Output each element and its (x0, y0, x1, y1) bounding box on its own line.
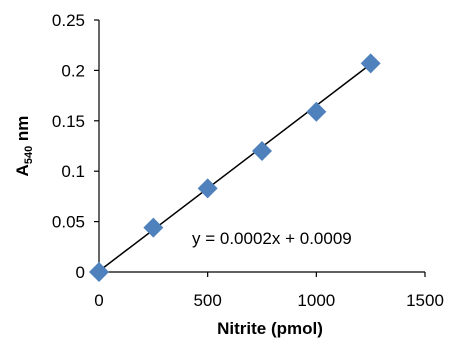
y-tick-label: 0 (76, 263, 85, 282)
y-axis-title-subscript: 540 (23, 146, 35, 164)
x-axis-title: Nitrite (pmol) (217, 319, 323, 338)
y-tick-label: 0.25 (52, 11, 85, 30)
svg-text:A540 nm: A540 nm (13, 116, 35, 177)
data-point-marker (143, 217, 164, 238)
x-tick-label: 1000 (297, 291, 335, 310)
trendline (98, 63, 372, 272)
y-axis-title: A540 nm (13, 116, 35, 177)
trendline-equation: y = 0.0002x + 0.0009 (192, 229, 352, 248)
y-tick-label: 0.15 (52, 112, 85, 131)
x-tick-label: 1500 (406, 291, 444, 310)
data-point-marker (360, 53, 381, 74)
data-point-marker (252, 141, 272, 162)
x-tick-label: 0 (94, 291, 103, 310)
y-tick-label: 0.05 (52, 213, 85, 232)
y-tick-label: 0.2 (61, 61, 85, 80)
y-axis-title-unit: nm (13, 116, 32, 146)
data-point-marker (197, 178, 218, 199)
y-axis-title-main: A (13, 164, 32, 176)
data-point-marker (306, 101, 327, 122)
y-tick-label: 0.1 (61, 162, 85, 181)
x-tick-label: 500 (193, 291, 221, 310)
data-point-marker (89, 262, 109, 282)
